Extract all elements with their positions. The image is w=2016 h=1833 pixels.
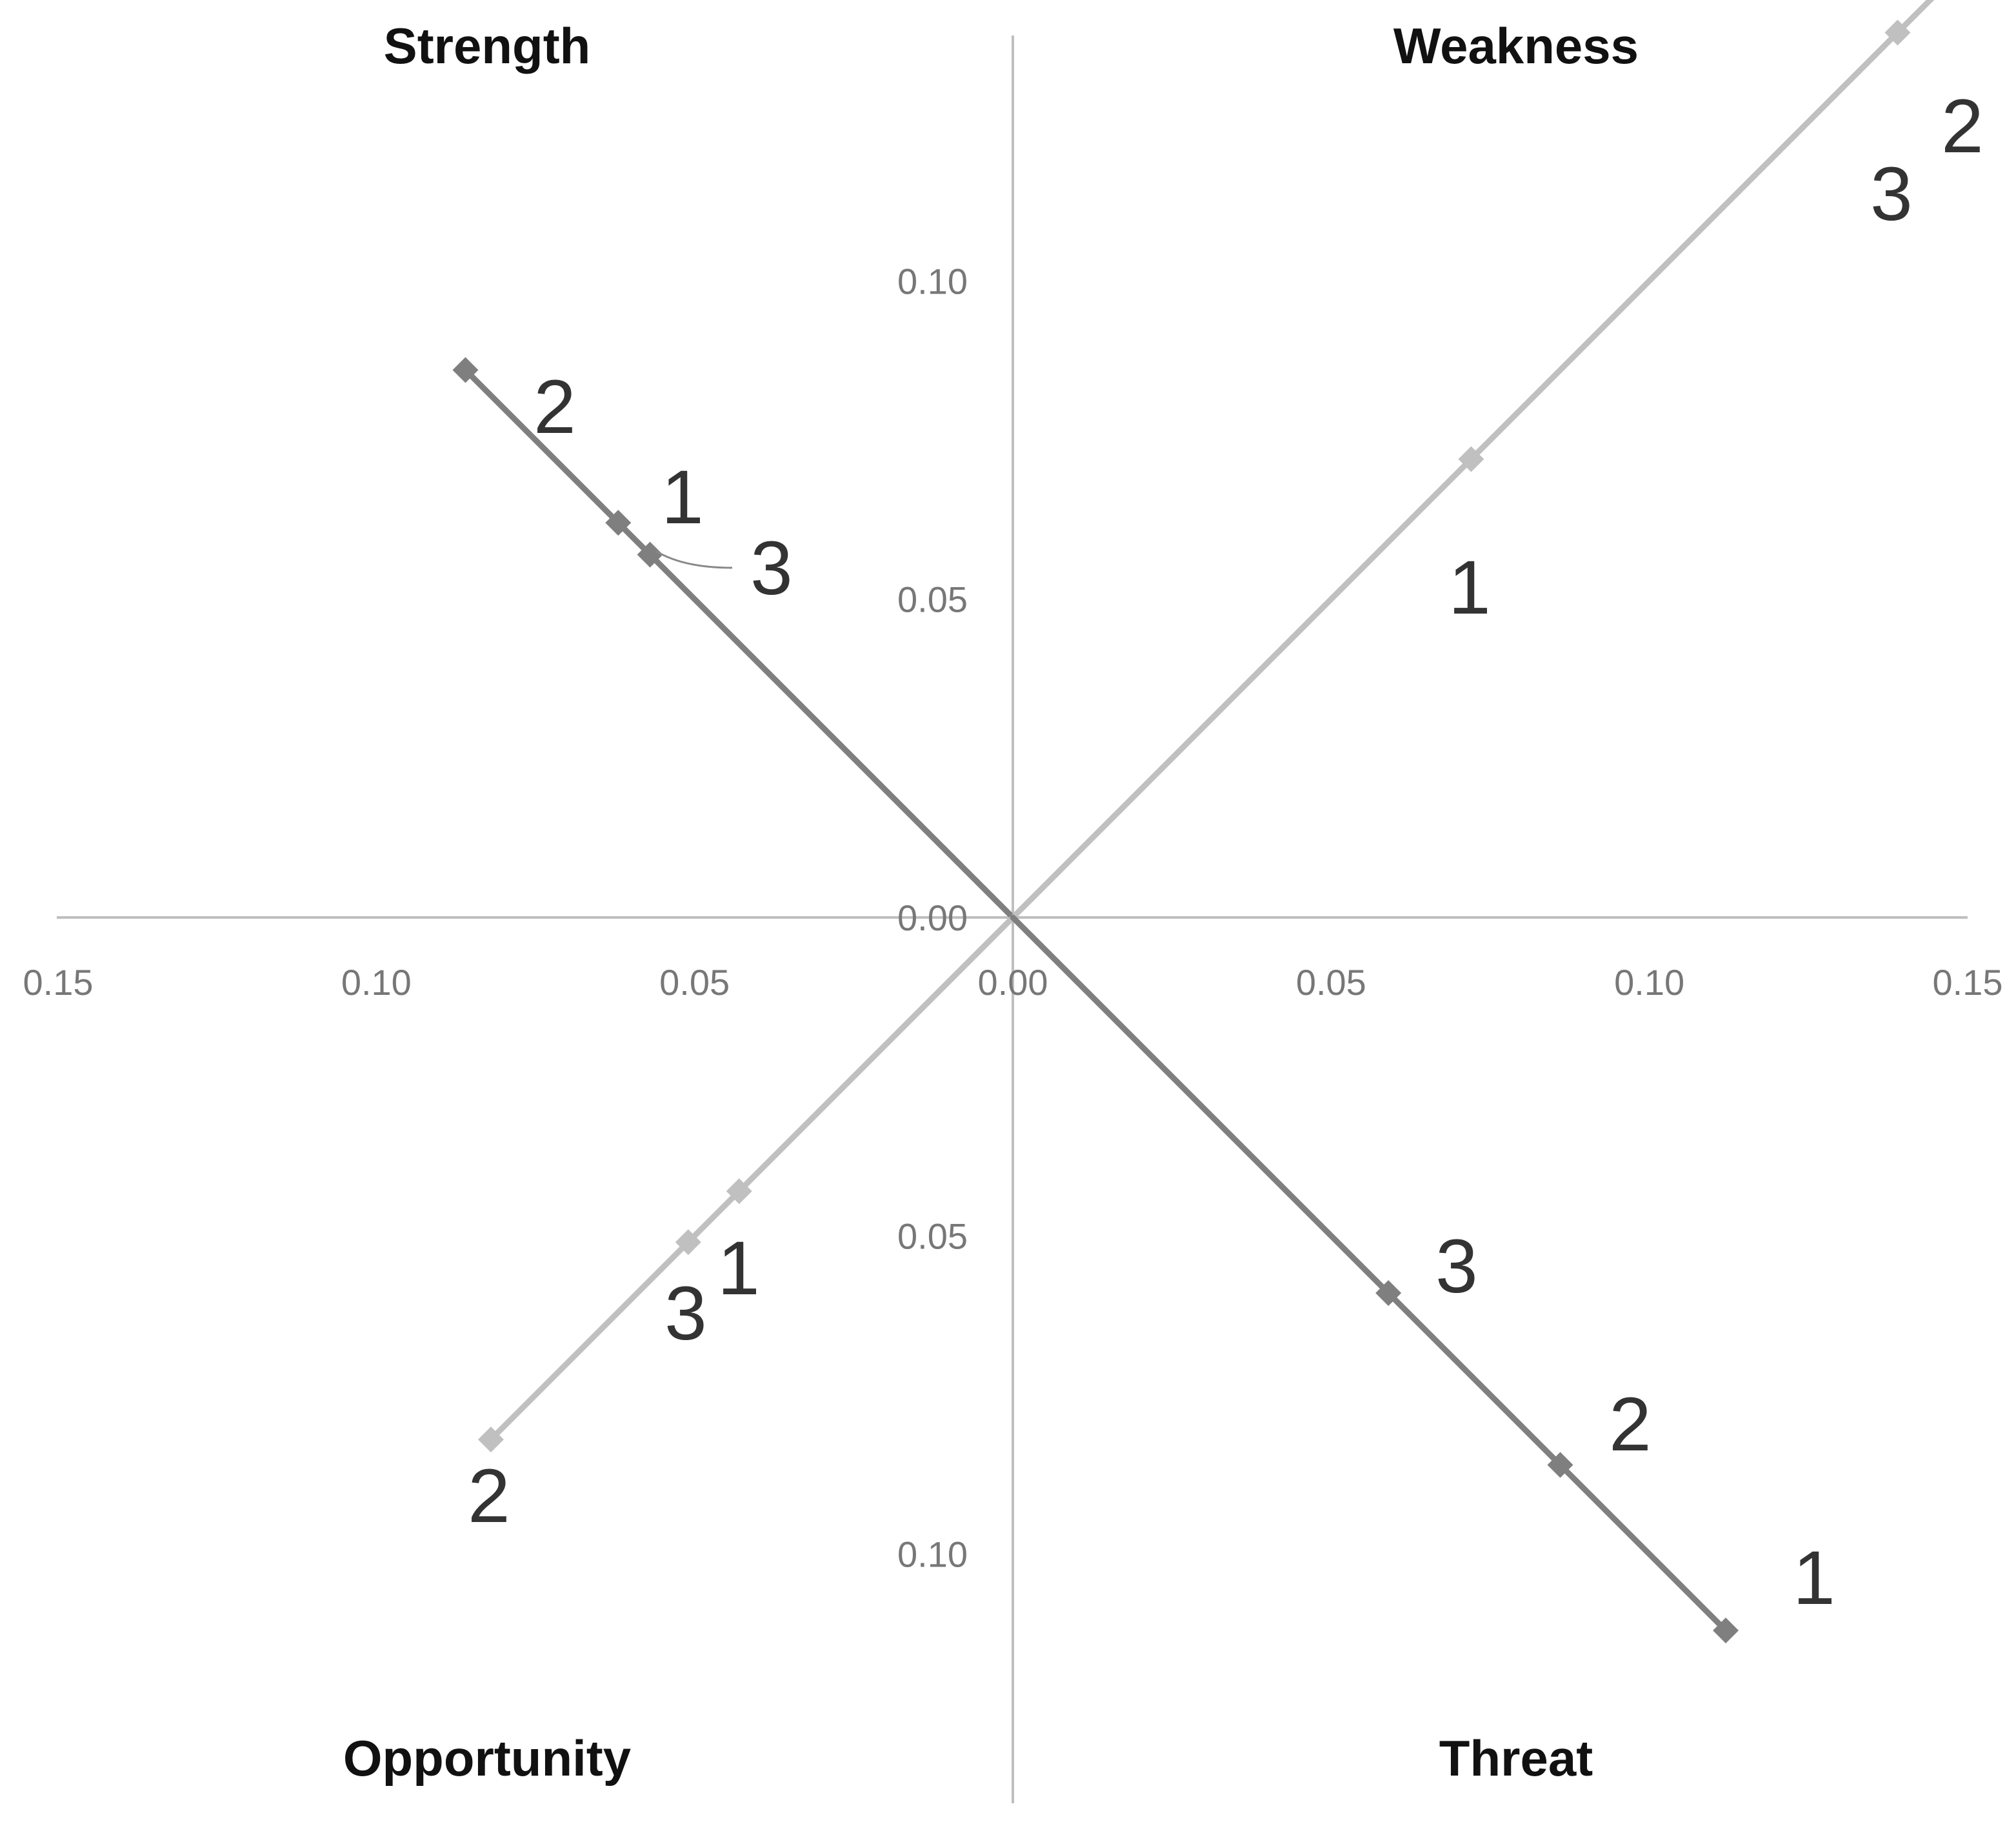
- point-label-opportunity-2: 2: [468, 1454, 510, 1539]
- quadrant-label-weakness: Weakness: [1393, 17, 1639, 74]
- quadrant-label-opportunity: Opportunity: [343, 1730, 631, 1787]
- point-label-opportunity-3: 3: [664, 1271, 707, 1356]
- series-line-weakness: [1010, 0, 1935, 921]
- y-tick-label: 0.10: [897, 261, 968, 301]
- data-point-opportunity-1: [726, 1178, 752, 1205]
- quadrant-label-threat: Threat: [1439, 1730, 1593, 1787]
- y-tick-label: 0.00: [897, 897, 968, 938]
- point-label-weakness-1: 1: [1448, 545, 1491, 630]
- point-label-threat-2: 2: [1609, 1382, 1652, 1467]
- point-label-strength-1: 1: [661, 455, 704, 540]
- point-label-opportunity-1: 1: [717, 1226, 760, 1311]
- leader-line-strength-3: [655, 550, 733, 569]
- series-line-opportunity: [488, 914, 1016, 1443]
- data-point-strength-2: [452, 357, 479, 383]
- data-point-opportunity-2: [477, 1427, 504, 1453]
- data-point-weakness-3: [1884, 19, 1911, 46]
- data-point-weakness-1: [1458, 446, 1484, 472]
- data-point-strength-1: [605, 510, 632, 536]
- point-label-weakness-3: 3: [1870, 152, 1913, 237]
- series-lines: [462, 0, 1935, 1634]
- data-point-threat-2: [1547, 1452, 1573, 1478]
- data-point-threat-1: [1713, 1618, 1739, 1644]
- x-tick-label: 0.00: [978, 962, 1048, 1003]
- data-point-threat-3: [1375, 1280, 1402, 1307]
- quadrant-label-strength: Strength: [384, 17, 591, 74]
- y-tick-label: 0.10: [897, 1534, 968, 1575]
- x-tick-label: 0.10: [341, 962, 412, 1003]
- tick-labels: 0.150.100.050.000.050.100.150.150.100.05…: [23, 261, 2003, 1575]
- data-point-strength-3: [637, 541, 663, 568]
- x-tick-label: 0.05: [1296, 962, 1366, 1003]
- data-point-opportunity-3: [675, 1229, 701, 1256]
- point-label-strength-3: 3: [750, 526, 793, 611]
- series-line-threat: [1010, 914, 1729, 1634]
- x-tick-label: 0.15: [23, 962, 94, 1003]
- point-label-threat-1: 1: [1793, 1536, 1835, 1621]
- series-line-strength: [462, 366, 1016, 921]
- point-label-weakness-2: 2: [1941, 84, 1984, 169]
- x-tick-label: 0.10: [1614, 962, 1684, 1003]
- point-label-strength-2: 2: [534, 365, 576, 450]
- y-tick-label: 0.05: [897, 579, 968, 620]
- y-tick-label: 0.05: [897, 1216, 968, 1256]
- point-label-threat-3: 3: [1435, 1224, 1478, 1309]
- series-points: [452, 19, 1911, 1644]
- x-tick-label: 0.05: [659, 962, 730, 1003]
- x-tick-label: 0.15: [1933, 962, 2003, 1003]
